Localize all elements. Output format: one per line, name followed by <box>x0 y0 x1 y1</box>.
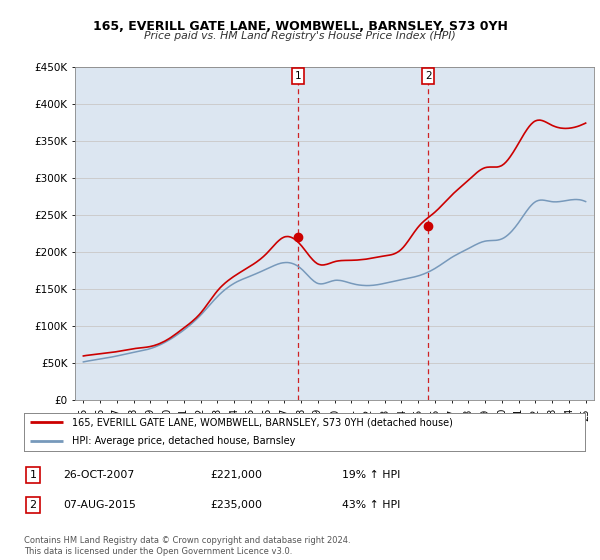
Text: 2: 2 <box>425 71 431 81</box>
Text: Contains HM Land Registry data © Crown copyright and database right 2024.
This d: Contains HM Land Registry data © Crown c… <box>24 536 350 556</box>
Text: HPI: Average price, detached house, Barnsley: HPI: Average price, detached house, Barn… <box>71 436 295 446</box>
Text: 1: 1 <box>295 71 301 81</box>
Text: £221,000: £221,000 <box>210 470 262 480</box>
Text: Price paid vs. HM Land Registry's House Price Index (HPI): Price paid vs. HM Land Registry's House … <box>144 31 456 41</box>
Text: 43% ↑ HPI: 43% ↑ HPI <box>342 500 400 510</box>
Text: 165, EVERILL GATE LANE, WOMBWELL, BARNSLEY, S73 0YH (detached house): 165, EVERILL GATE LANE, WOMBWELL, BARNSL… <box>71 417 452 427</box>
Text: 165, EVERILL GATE LANE, WOMBWELL, BARNSLEY, S73 0YH: 165, EVERILL GATE LANE, WOMBWELL, BARNSL… <box>92 20 508 32</box>
Text: 07-AUG-2015: 07-AUG-2015 <box>63 500 136 510</box>
Text: 1: 1 <box>29 470 37 480</box>
Text: £235,000: £235,000 <box>210 500 262 510</box>
Text: 2: 2 <box>29 500 37 510</box>
Text: 19% ↑ HPI: 19% ↑ HPI <box>342 470 400 480</box>
Text: 26-OCT-2007: 26-OCT-2007 <box>63 470 134 480</box>
